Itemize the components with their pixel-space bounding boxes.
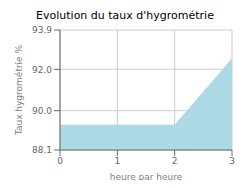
- svg-text:0: 0: [57, 156, 63, 166]
- svg-text:88.1: 88.1: [32, 145, 52, 155]
- svg-text:2: 2: [172, 156, 178, 166]
- svg-text:1: 1: [114, 156, 120, 166]
- svg-text:92.0: 92.0: [32, 65, 52, 75]
- svg-text:3: 3: [229, 156, 235, 166]
- html-text:Evolution du taux d'hygrométri: Evolution du taux d'hygrométrie: [36, 9, 214, 22]
- svg-text:90.0: 90.0: [32, 106, 52, 116]
- svg-text:Taux hygrométrie %: Taux hygrométrie %: [14, 44, 24, 136]
- svg-text:93.9: 93.9: [32, 25, 52, 35]
- svg-text:heure par heure: heure par heure: [110, 172, 183, 180]
